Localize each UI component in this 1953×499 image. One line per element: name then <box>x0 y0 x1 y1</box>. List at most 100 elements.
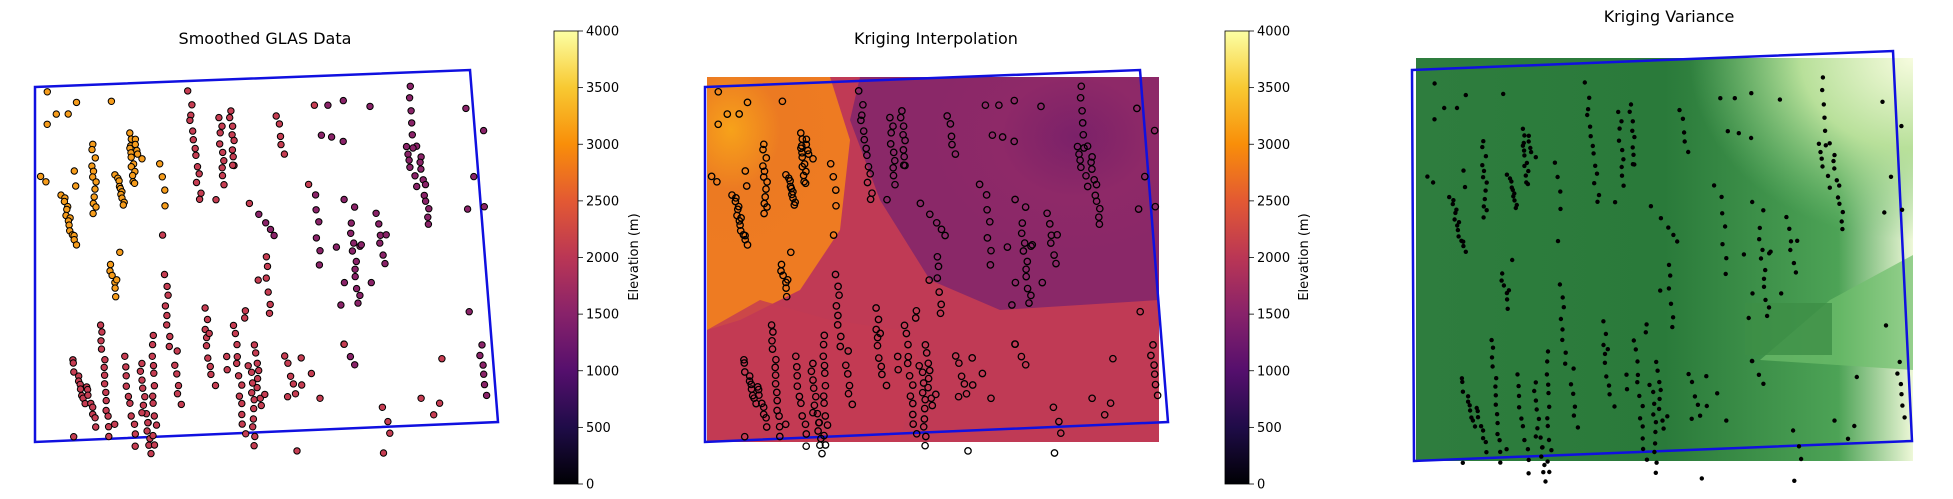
sample-point <box>241 314 249 322</box>
sample-point <box>1587 124 1593 129</box>
sample-point <box>841 361 850 370</box>
sample-point <box>1500 271 1505 276</box>
sample-point <box>1520 143 1526 148</box>
sample-point <box>981 101 990 110</box>
sample-point <box>60 197 69 206</box>
sample-point <box>480 370 488 378</box>
sample-point <box>1510 187 1516 193</box>
sample-point <box>1524 160 1530 166</box>
sample-point <box>1630 162 1636 167</box>
sample-point <box>356 291 364 300</box>
sample-point <box>1555 174 1560 180</box>
sample-point <box>955 359 963 368</box>
sample-point <box>310 101 319 109</box>
sample-point <box>906 392 915 401</box>
sample-point <box>1719 194 1724 200</box>
sample-point <box>111 420 119 428</box>
sample-point <box>918 388 927 397</box>
sample-point <box>922 349 931 357</box>
sample-point <box>951 352 960 360</box>
sample-point <box>1480 175 1486 180</box>
sample-point <box>70 433 78 441</box>
sample-point <box>988 131 997 140</box>
sample-point <box>249 415 258 423</box>
sample-point <box>122 363 130 371</box>
sample-point <box>1519 416 1524 421</box>
sample-point <box>1725 129 1731 134</box>
sample-point <box>1666 262 1672 268</box>
sample-point <box>797 144 805 153</box>
sample-point <box>144 419 152 427</box>
sample-point <box>1825 173 1831 179</box>
sample-point <box>1017 352 1026 361</box>
sample-point <box>968 381 977 389</box>
sample-point <box>1839 219 1844 224</box>
sample-point <box>311 191 320 199</box>
sample-point <box>1549 448 1554 453</box>
sample-point <box>1134 205 1143 213</box>
sample-point <box>802 167 810 176</box>
sample-point <box>1021 203 1030 211</box>
study-area-boundary <box>33 68 500 444</box>
sample-point <box>1602 351 1608 357</box>
sample-point <box>191 144 199 153</box>
sample-point <box>1095 204 1104 213</box>
sample-point <box>1133 104 1141 113</box>
sample-point <box>52 110 60 118</box>
sample-point <box>1732 96 1738 101</box>
sample-point <box>915 361 924 370</box>
sample-point <box>1462 184 1468 190</box>
sample-point <box>1568 382 1574 387</box>
sample-point <box>72 241 81 249</box>
sample-point <box>772 388 781 397</box>
sample-point <box>1660 418 1665 423</box>
sample-point <box>304 180 313 189</box>
sample-point <box>92 423 100 431</box>
sample-point <box>1467 403 1472 408</box>
sample-point <box>1689 416 1694 421</box>
sample-point <box>1510 257 1515 263</box>
sample-point <box>1049 403 1058 412</box>
variance-surface-light <box>1416 58 1913 461</box>
sample-point <box>1538 435 1543 440</box>
sample-point <box>480 380 489 389</box>
sample-point <box>1052 259 1060 268</box>
sample-point <box>376 239 384 247</box>
sample-point <box>1425 174 1430 179</box>
sample-point <box>1465 394 1471 399</box>
sample-point <box>1897 359 1902 365</box>
sample-point <box>1515 372 1520 377</box>
sample-point <box>1788 247 1793 253</box>
sample-point <box>1677 107 1682 113</box>
sample-point <box>195 170 203 178</box>
sample-point <box>92 178 100 186</box>
sample-point <box>1078 106 1086 115</box>
sample-point <box>1820 75 1826 80</box>
sample-point <box>1088 165 1096 173</box>
colorbar-tick-label: 0 <box>586 478 594 493</box>
sample-point <box>1558 189 1563 194</box>
sample-point <box>1078 119 1087 127</box>
sample-point <box>1757 225 1763 231</box>
sample-point <box>760 209 768 218</box>
sample-point <box>253 383 261 392</box>
colorbar-tick-label: 0 <box>1257 478 1265 493</box>
sample-point <box>1504 172 1510 177</box>
sample-point <box>197 189 205 197</box>
sample-point <box>438 355 446 363</box>
sample-point <box>1787 226 1792 231</box>
sample-point <box>63 205 71 214</box>
sample-point <box>1461 168 1466 173</box>
sample-point <box>1820 164 1825 169</box>
colorbar-1-scale <box>553 30 579 485</box>
sample-point <box>707 172 716 181</box>
sample-point <box>834 282 842 291</box>
sample-point <box>1045 220 1054 228</box>
sample-point <box>740 368 749 376</box>
sample-point <box>920 404 929 413</box>
sample-point <box>1484 450 1489 455</box>
colorbar-tick-label: 1500 <box>586 308 619 323</box>
sample-point <box>173 390 182 398</box>
sample-point <box>1478 424 1484 429</box>
sample-point <box>1533 380 1539 385</box>
